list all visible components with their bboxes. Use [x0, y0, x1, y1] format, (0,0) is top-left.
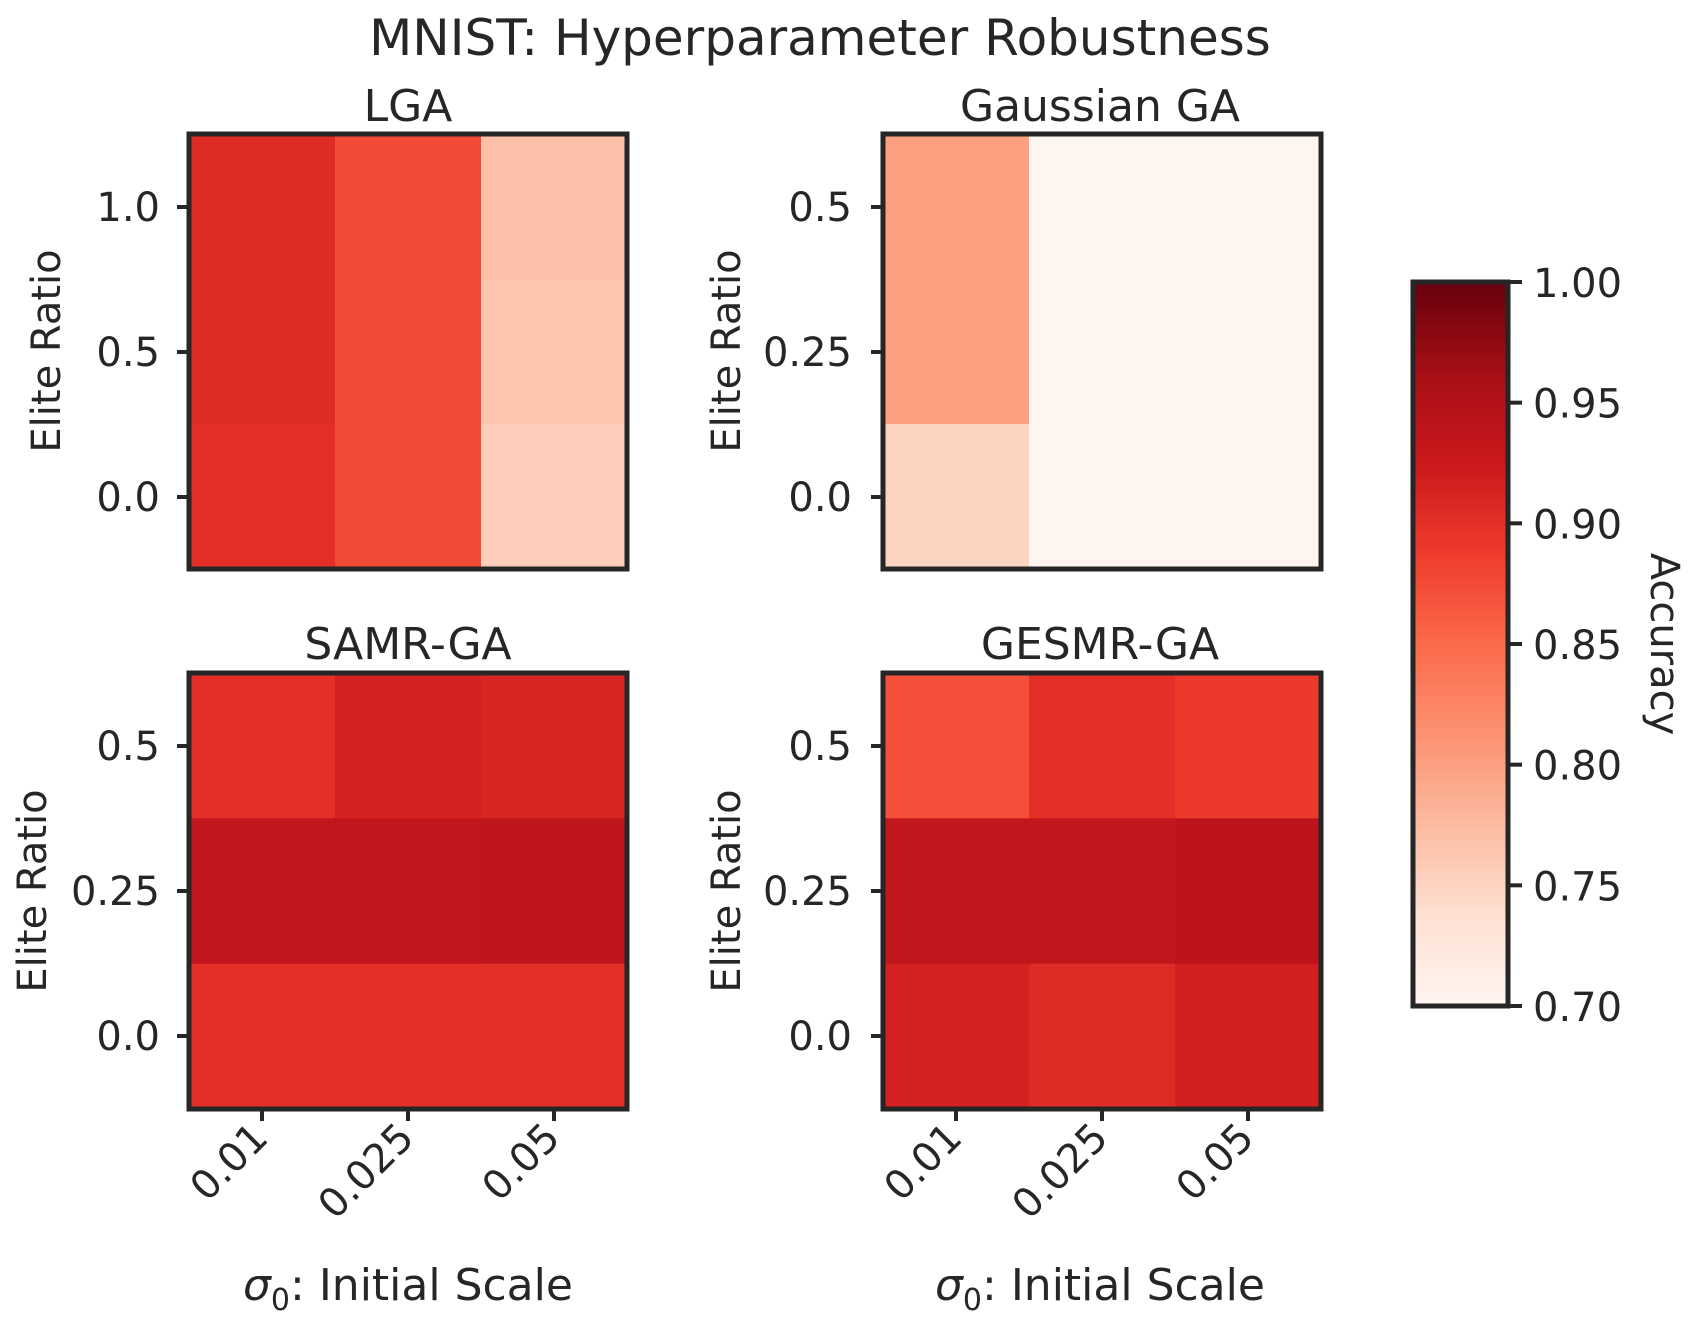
colorbar-tick-label: 0.95 [1533, 382, 1622, 428]
heatmap-cell [1029, 963, 1176, 1110]
x-tick-label: 0.05 [474, 1115, 570, 1211]
x-tick-label: 0.01 [182, 1115, 278, 1211]
heatmap-cell [189, 279, 336, 425]
panel-title: SAMR-GA [304, 619, 511, 670]
y-tick-label: 0.0 [788, 1014, 852, 1060]
y-tick-label: 0.0 [788, 475, 852, 521]
heatmap-cell [189, 134, 336, 280]
panel-gesmr-ga: GESMR-GA Elite Ratio 0.5 0.25 0.0 0.01 0… [704, 619, 1324, 1318]
panel-title: GESMR-GA [981, 619, 1219, 670]
y-tick-label: 0.25 [763, 330, 852, 376]
panel-gaussian-ga: Gaussian GA Elite Ratio 0.5 0.25 0.0 [704, 81, 1324, 572]
heatmap-cell [1029, 134, 1176, 280]
colorbar-tick-label: 0.90 [1533, 502, 1622, 548]
heatmap-cell [335, 673, 482, 819]
x-axis-label: σ0: Initial Scale [243, 1260, 573, 1318]
x-axis-label-subscript: 0 [271, 1283, 290, 1318]
colorbar-tick-label: 0.70 [1533, 985, 1622, 1031]
y-axis-label: Elite Ratio [10, 789, 56, 992]
heatmap-cell [189, 673, 336, 819]
colorbar-gradient [1413, 282, 1508, 1006]
heatmap-cell [481, 818, 628, 965]
heatmap-cell [335, 424, 482, 570]
chart-title: MNIST: Hyperparameter Robustness [369, 9, 1271, 67]
y-tick-label: 1.0 [96, 185, 160, 231]
heatmap-cell [335, 963, 482, 1110]
y-axis-label: Elite Ratio [704, 789, 750, 992]
heatmap-cell [189, 818, 336, 965]
heatmap-cell [883, 963, 1030, 1110]
colorbar-tick-label: 0.85 [1533, 623, 1622, 669]
heatmap-cell [883, 424, 1030, 570]
heatmap-cell [883, 673, 1030, 819]
x-axis-label-subscript: 0 [963, 1283, 982, 1318]
heatmap-cell [883, 134, 1030, 280]
panel-lga: LGA Elite Ratio 1.0 0.5 0.0 [24, 81, 630, 572]
heatmap-cell [1175, 673, 1322, 819]
x-axis-label-symbol: σ [935, 1260, 964, 1311]
heatmap-cell [1175, 279, 1322, 425]
heatmap-cell [481, 673, 628, 819]
x-tick-label: 0.01 [876, 1115, 972, 1211]
panel-samr-ga: SAMR-GA Elite Ratio 0.5 0.25 0.0 0.01 0.… [10, 619, 630, 1318]
y-tick-label: 0.5 [788, 185, 852, 231]
heatmap-cell [1029, 818, 1176, 965]
y-tick-label: 0.5 [788, 724, 852, 770]
colorbar: 1.00 0.95 0.90 0.85 0.80 0.75 0.70 Accuracy [1410, 261, 1687, 1031]
colorbar-label: Accuracy [1641, 553, 1687, 736]
y-tick-label: 0.25 [71, 869, 160, 915]
heatmap-cell [335, 818, 482, 965]
heatmap-cell [189, 963, 336, 1110]
heatmap-cell [1175, 818, 1322, 965]
heatmap-cell [1029, 279, 1176, 425]
panel-title: LGA [364, 81, 453, 132]
x-tick-label: 0.025 [1004, 1115, 1118, 1229]
heatmap-cell [481, 134, 628, 280]
x-axis-label-symbol: σ [243, 1260, 272, 1311]
heatmap-cell [1175, 134, 1322, 280]
colorbar-tick-label: 0.75 [1533, 864, 1622, 910]
heatmap-cell [481, 963, 628, 1110]
x-tick-label: 0.05 [1168, 1115, 1264, 1211]
y-tick-label: 0.25 [763, 869, 852, 915]
heatmap-cell [335, 279, 482, 425]
y-axis-label: Elite Ratio [24, 249, 70, 452]
y-tick-label: 0.5 [96, 330, 160, 376]
y-axis-label: Elite Ratio [704, 249, 750, 452]
colorbar-tick-label: 0.80 [1533, 744, 1622, 790]
heatmap-cell [481, 279, 628, 425]
y-tick-label: 0.5 [96, 724, 160, 770]
y-tick-label: 0.0 [96, 475, 160, 521]
panel-title: Gaussian GA [960, 81, 1240, 132]
heatmap-cell [189, 424, 336, 570]
heatmap-cell [1175, 424, 1322, 570]
heatmap-cell [883, 818, 1030, 965]
x-axis-label-text: : Initial Scale [982, 1260, 1265, 1311]
heatmap-cell [335, 134, 482, 280]
colorbar-tick-label: 1.00 [1533, 261, 1622, 307]
x-axis-label-text: : Initial Scale [290, 1260, 573, 1311]
heatmap-cell [883, 279, 1030, 425]
heatmap-cell [481, 424, 628, 570]
heatmap-cell [1175, 963, 1322, 1110]
x-tick-label: 0.025 [310, 1115, 424, 1229]
x-axis-label: σ0: Initial Scale [935, 1260, 1265, 1318]
y-tick-label: 0.0 [96, 1014, 160, 1060]
heatmap-cell [1029, 673, 1176, 819]
heatmap-cell [1029, 424, 1176, 570]
colorbar-ticks: 1.00 0.95 0.90 0.85 0.80 0.75 0.70 [1508, 261, 1622, 1031]
